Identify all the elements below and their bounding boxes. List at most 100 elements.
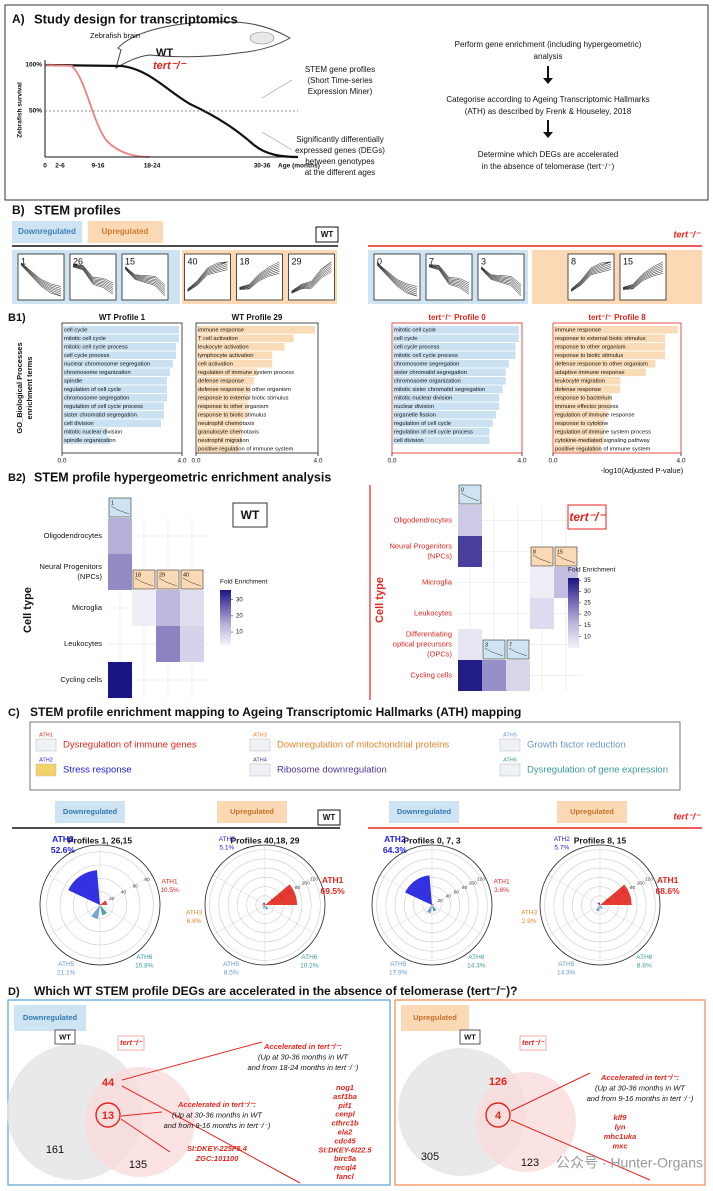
term-label: immune effector process	[555, 404, 618, 410]
bar	[63, 377, 167, 385]
heatmap-cell	[458, 505, 482, 536]
bar	[554, 445, 601, 453]
direction-box	[401, 1005, 469, 1031]
x-tick-label: 4.0	[517, 458, 526, 465]
term-label: cell division	[394, 438, 424, 444]
profile-trace	[20, 264, 62, 297]
row-label: Differentiating	[406, 629, 452, 638]
gene-name: nog1	[336, 1083, 354, 1092]
profile-trace	[570, 267, 612, 292]
profile-trace	[460, 492, 480, 502]
step-text: (ATH) as described by Frenk & Houseley, …	[465, 107, 632, 116]
profile-trace	[570, 261, 612, 291]
x-tick-label: 9-16	[91, 163, 104, 170]
term-label: cell activation	[198, 362, 233, 368]
profile-id: 7	[429, 256, 434, 266]
term-label: response to biotic stimulus	[555, 353, 623, 359]
profile-trace	[110, 505, 130, 515]
leader-line	[261, 79, 293, 99]
heatmap-cell	[180, 590, 204, 626]
method-text: at the different ages	[305, 168, 376, 177]
grid-ring	[385, 858, 479, 952]
connector-line	[121, 1085, 301, 1184]
panel-label: B)	[12, 203, 25, 217]
hallmark-id: ATH5	[503, 732, 517, 738]
term-label: T cell activation	[198, 336, 238, 342]
grid-ring	[227, 867, 303, 943]
colorbar-tick-label: 20	[584, 612, 591, 618]
profile-trace	[480, 267, 522, 293]
wt-label: WT	[156, 47, 173, 59]
hallmark-name: Dysregulation of gene expression	[527, 765, 668, 776]
gene-name: lyn	[615, 1122, 626, 1131]
profile-trace	[570, 265, 612, 291]
wedge	[265, 905, 269, 910]
gene-name: cenpl	[335, 1110, 356, 1119]
r-tick-label: 100	[302, 881, 310, 887]
bar	[393, 343, 516, 351]
y-tick-label: 50%	[29, 108, 42, 115]
spoke	[264, 904, 318, 936]
bar	[197, 377, 254, 385]
profile-trace	[72, 265, 114, 291]
leader-line	[261, 131, 293, 151]
genotype-label: WT	[323, 813, 336, 822]
grid-ring	[404, 877, 460, 933]
gene-name: cthrc1b	[331, 1119, 359, 1128]
profile-trace	[134, 577, 154, 587]
row-label: Leukocytes	[64, 639, 102, 648]
bar	[554, 326, 678, 334]
profile-id: 26	[73, 256, 83, 266]
row-label: Cycling cells	[410, 670, 452, 679]
note-text: and from 9-16 months in tert⁻/⁻)	[164, 1121, 271, 1130]
chart-title: Profiles 0, 7, 3	[403, 835, 460, 845]
column-header	[506, 639, 530, 660]
gene-name: cdc45	[334, 1136, 356, 1145]
fish-outline	[115, 21, 292, 70]
column-label: 8	[533, 549, 536, 555]
genotype-box	[117, 1035, 145, 1051]
slice-id: ATH6	[136, 954, 153, 961]
y-axis-label: Cell type	[374, 577, 386, 623]
profile-tile	[121, 253, 169, 301]
panel-title: STEM profile enrichment mapping to Agein…	[30, 705, 521, 719]
slice-value: 64.3%	[383, 845, 408, 855]
term-label: mitotic cell cycle process	[64, 345, 128, 351]
panel-label: B2)	[8, 472, 26, 484]
bar	[63, 343, 176, 351]
colorbar	[220, 590, 231, 645]
profile-trace	[291, 267, 332, 293]
profile-trace	[428, 264, 470, 284]
profile-trace	[291, 263, 332, 293]
wedge	[600, 905, 603, 909]
direction-label: Downregulated	[23, 1013, 78, 1022]
term-label: mitotic cell cycle process	[394, 353, 458, 359]
chart-title: Profiles 40,18, 29	[231, 835, 300, 845]
profile-trace	[622, 263, 664, 288]
bar	[197, 428, 242, 436]
y-axis-label: enrichment terms	[25, 357, 34, 420]
profile-trace	[622, 271, 664, 290]
term-label: response to external biotic stimulus	[555, 336, 646, 342]
heatmap-cell	[180, 626, 204, 662]
profile-id: 15	[623, 256, 633, 266]
bar	[197, 445, 239, 453]
r-tick-label: 120	[310, 876, 318, 882]
genotype-label: WT	[321, 230, 334, 239]
row-label: Microglia	[422, 577, 453, 586]
subpanel-title: tert⁻/⁻ Profile 0	[428, 313, 486, 322]
profile-trace	[20, 263, 62, 291]
x-tick-label: 4.0	[676, 458, 685, 465]
bar	[393, 428, 490, 436]
venn-count: 13	[102, 1110, 114, 1122]
bar	[63, 436, 110, 445]
y-tick-label: 100%	[25, 62, 42, 69]
venn-count: 126	[489, 1076, 507, 1088]
wedge	[598, 904, 600, 906]
slice-id: ATH2	[554, 836, 571, 843]
hallmark-id: ATH2	[39, 757, 53, 763]
profile-trace	[239, 263, 280, 288]
term-label: response to other organism	[198, 404, 269, 410]
legend-box-down	[12, 221, 82, 243]
